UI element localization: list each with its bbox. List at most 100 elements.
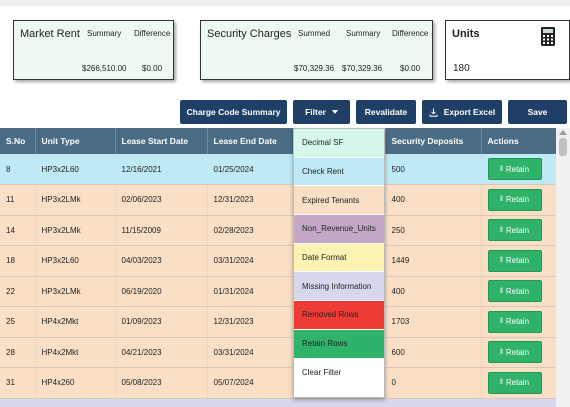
header-lease-start-date[interactable]: Lease Start Date <box>115 128 208 154</box>
cell-unit-type: HP3x2LMk <box>35 276 116 307</box>
filter-button[interactable]: Filter <box>293 100 350 124</box>
table-row[interactable]: 31 HP4x260 05/08/2023 05/07/2024 0 ‖ Retain <box>0 367 556 399</box>
filter-dropdown-menu: Decimal SF Check Rent Expired Tenants Non_R… <box>293 128 385 398</box>
cell-empty <box>0 398 36 407</box>
top-strip <box>0 0 570 6</box>
cell-lease-start-date: 11/15/2009 <box>115 215 208 246</box>
retain-label: Retain <box>505 256 530 266</box>
cell-security-deposit: 1703 <box>385 306 482 338</box>
filter-menu-item[interactable]: Check Rent <box>294 157 384 187</box>
cell-lease-start-date: 06/19/2020 <box>115 276 208 307</box>
retain-button[interactable]: ‖ Retain <box>487 188 542 211</box>
cell-lease-end-date: 05/07/2024 <box>207 367 294 399</box>
table-row[interactable]: 8 HP3x2L60 12/16/2021 01/25/2024 500 ‖ Retain <box>0 154 556 185</box>
caret-down-icon <box>331 110 338 114</box>
cell-empty <box>385 398 482 407</box>
filter-menu-item[interactable]: Date Format <box>294 243 384 273</box>
cell-actions: ‖ Retain <box>481 367 556 399</box>
table-row[interactable]: 18 HP3x2L60 04/03/2023 03/31/2024 1449 ‖ Retai… <box>0 245 556 277</box>
retain-label: Retain <box>505 286 530 296</box>
market-rent-summary-header: Summary <box>87 29 122 38</box>
save-button[interactable]: Save <box>508 100 567 124</box>
units-title: Units <box>452 28 480 40</box>
cell-security-deposit: 1449 <box>385 245 482 277</box>
market-rent-difference-header: Difference <box>134 29 171 38</box>
charge-code-summary-label: Charge Code Summary <box>186 107 281 117</box>
retain-button[interactable]: ‖ Retain <box>487 341 542 364</box>
revalidate-button[interactable]: Revalidate <box>356 100 416 124</box>
scrollbar-thumb[interactable] <box>559 138 567 156</box>
grip-icon: ‖ <box>499 165 503 173</box>
market-rent-title: Market Rent <box>20 28 80 40</box>
cell-actions: ‖ Retain <box>481 306 556 338</box>
cell-lease-start-date: 12/16/2021 <box>115 154 208 185</box>
filter-menu-item[interactable]: Missing Information <box>294 272 384 302</box>
table-header-row: S.No Unit Type Lease Start Date Lease En… <box>0 128 556 154</box>
cell-actions: ‖ Retain <box>481 215 556 246</box>
header-lease-end-date[interactable]: Lease End Date <box>207 128 294 154</box>
header-security-deposits[interactable]: Security Deposits <box>385 128 482 154</box>
table-row[interactable]: 14 HP3x2LMk 11/15/2009 02/28/2023 250 ‖ Retain <box>0 215 556 246</box>
header-unit-type[interactable]: Unit Type <box>35 128 116 154</box>
cell-lease-end-date: 03/31/2024 <box>207 245 294 277</box>
scroll-up-arrow-icon[interactable] <box>559 130 567 135</box>
market-rent-difference-value: $0.00 <box>142 64 163 73</box>
export-excel-button[interactable]: Export Excel <box>422 100 502 124</box>
security-charges-card: Security Charges Summed Summary Differen… <box>200 20 433 80</box>
cell-lease-end-date: 01/25/2024 <box>207 154 294 185</box>
security-summed-value: $70,329.36 <box>294 64 335 73</box>
cell-sno: 11 <box>0 184 36 216</box>
table-row[interactable]: 25 HP4x2Mkt 01/09/2023 12/31/2023 1703 ‖ Retai… <box>0 306 556 338</box>
filter-menu-item[interactable]: Removed Rows <box>294 301 384 330</box>
cell-sno: 14 <box>0 215 36 246</box>
retain-button[interactable]: ‖ Retain <box>487 219 542 242</box>
cell-lease-start-date: 05/08/2023 <box>115 367 208 399</box>
grip-icon: ‖ <box>499 196 503 204</box>
cell-sno: 25 <box>0 306 36 338</box>
units-card: Units 180 <box>445 20 570 80</box>
cell-actions: ‖ Retain <box>481 154 556 185</box>
table-row[interactable]: 28 HP4x2Mkt 04/21/2023 03/31/2024 600 ‖ Retain <box>0 337 556 368</box>
retain-button[interactable]: ‖ Retain <box>487 249 542 272</box>
filter-menu-item[interactable]: Retain Rows <box>294 329 384 359</box>
grip-icon: ‖ <box>499 226 503 234</box>
cell-lease-end-date: 12/31/2023 <box>207 306 294 338</box>
cell-sno: 31 <box>0 367 36 399</box>
export-excel-label: Export Excel <box>443 107 496 117</box>
retain-button[interactable]: ‖ Retain <box>487 371 542 394</box>
cell-actions: ‖ Retain <box>481 184 556 216</box>
retain-label: Retain <box>505 317 530 327</box>
download-icon <box>429 108 438 117</box>
filter-menu-item[interactable]: Decimal SF <box>294 129 384 158</box>
filter-label: Filter <box>305 107 326 117</box>
cell-sno: 28 <box>0 337 36 368</box>
cell-empty <box>481 398 556 407</box>
cell-security-deposit: 400 <box>385 276 482 307</box>
cell-security-deposit: 500 <box>385 154 482 185</box>
retain-button[interactable]: ‖ Retain <box>487 158 542 180</box>
table-row[interactable]: 11 HP3x2LMk 02/06/2023 12/31/2023 400 ‖ Retain <box>0 184 556 216</box>
cell-actions: ‖ Retain <box>481 337 556 368</box>
table-row[interactable] <box>0 398 556 407</box>
filter-menu-item[interactable]: Clear Filter <box>294 358 384 388</box>
cell-unit-type: HP4x2Mkt <box>35 337 116 368</box>
retain-button[interactable]: ‖ Retain <box>487 280 542 303</box>
retain-button[interactable]: ‖ Retain <box>487 310 542 333</box>
security-summary-value: $70,329.36 <box>342 64 383 73</box>
cell-lease-start-date: 04/21/2023 <box>115 337 208 368</box>
table-scrollbar[interactable] <box>556 128 570 407</box>
cell-empty <box>293 398 386 407</box>
save-label: Save <box>527 107 548 117</box>
cell-security-deposit: 600 <box>385 337 482 368</box>
header-sno[interactable]: S.No <box>0 128 36 154</box>
filter-menu-item[interactable]: Non_Revenue_Units <box>294 215 384 244</box>
table-row[interactable]: 22 HP3x2LMk 06/19/2020 01/31/2024 400 ‖ Retain <box>0 276 556 307</box>
retain-label: Retain <box>505 164 530 174</box>
cell-unit-type: HP3x2L60 <box>35 245 116 277</box>
charge-code-summary-button[interactable]: Charge Code Summary <box>180 100 287 124</box>
cell-security-deposit: 400 <box>385 184 482 216</box>
cell-actions: ‖ Retain <box>481 245 556 277</box>
lease-table-container: S.No Unit Type Lease Start Date Lease En… <box>0 128 556 407</box>
cell-lease-end-date: 12/31/2023 <box>207 184 294 216</box>
filter-menu-item[interactable]: Expired Tenants <box>294 186 384 216</box>
